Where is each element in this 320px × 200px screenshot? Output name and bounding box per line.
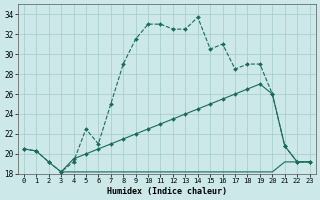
X-axis label: Humidex (Indice chaleur): Humidex (Indice chaleur) [107, 187, 227, 196]
